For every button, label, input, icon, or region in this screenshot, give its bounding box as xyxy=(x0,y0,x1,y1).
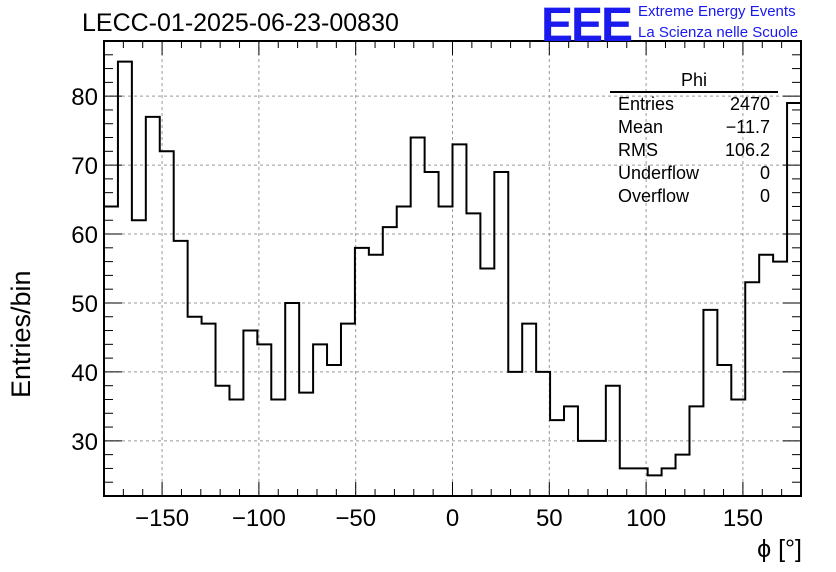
stats-row: Mean −11.7 xyxy=(610,116,778,139)
x-tick-label: 50 xyxy=(536,505,563,532)
logo-line-1: Extreme Energy Events xyxy=(638,3,796,20)
chart-title: LECC-01-2025-06-23-00830 xyxy=(82,9,399,37)
y-tick-label: 60 xyxy=(71,222,98,249)
histogram-line xyxy=(104,60,801,477)
stats-label: Entries xyxy=(618,94,675,114)
x-tick-label: −150 xyxy=(135,505,189,532)
eee-logo: EEE xyxy=(541,0,633,52)
x-tick-label: 150 xyxy=(723,505,763,532)
y-tick-label: 70 xyxy=(71,153,98,180)
stats-value: 0 xyxy=(759,186,770,206)
x-tick-label: −100 xyxy=(232,505,286,532)
y-tick-label: 40 xyxy=(71,360,98,387)
axis-ticks xyxy=(103,40,802,497)
y-axis-label: Entries/bin xyxy=(6,270,36,398)
stats-row: Underflow 0 xyxy=(610,162,778,185)
logo-line-2: La Scienza nelle Scuole xyxy=(638,24,799,41)
stats-box: Phi Entries 2470 Mean −11.7 RMS 106.2 Un… xyxy=(610,69,778,208)
stats-label: Underflow xyxy=(618,163,700,183)
y-tick-label: 80 xyxy=(71,84,98,111)
y-tick-label: 50 xyxy=(71,291,98,318)
stats-title: Phi xyxy=(610,69,778,93)
stats-label: Mean xyxy=(618,117,664,137)
x-tick-label: 0 xyxy=(446,505,459,532)
stats-value: 2470 xyxy=(729,94,770,114)
stats-row: Entries 2470 xyxy=(610,93,778,116)
stats-value: 0 xyxy=(759,163,770,183)
stats-value: 106.2 xyxy=(724,140,770,160)
tick-labels: −150 −100 −50 0 50 100 150 30 40 50 60 70 80 xyxy=(71,84,763,532)
stats-value: −11.7 xyxy=(725,117,770,137)
y-tick-label: 30 xyxy=(71,429,98,456)
x-tick-label: 100 xyxy=(626,505,666,532)
stats-row: RMS 106.2 xyxy=(610,139,778,162)
stats-label: Overflow xyxy=(618,186,690,206)
x-axis-label: ϕ [°] xyxy=(757,535,802,563)
stats-row: Overflow 0 xyxy=(610,185,778,208)
stats-label: RMS xyxy=(618,140,658,160)
x-tick-label: −50 xyxy=(335,505,376,532)
